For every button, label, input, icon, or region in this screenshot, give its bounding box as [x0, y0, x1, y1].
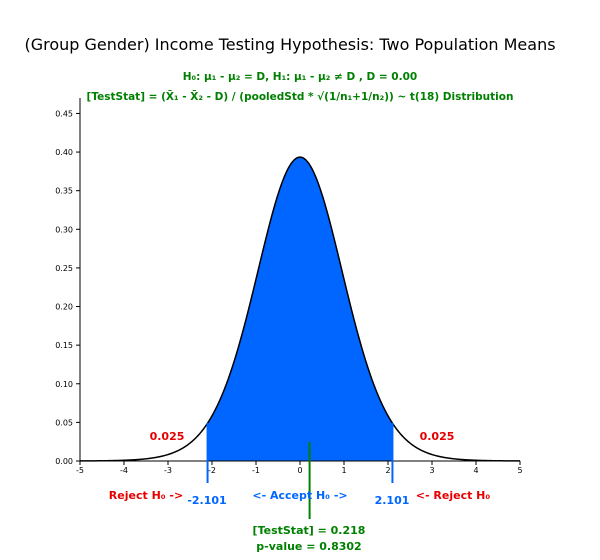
p-value-label: p-value = 0.8302 — [256, 540, 361, 553]
y-tick-label: 0.45 — [55, 109, 73, 118]
x-tick-label: -3 — [164, 466, 172, 475]
left-tail-probability-label: 0.025 — [150, 430, 185, 443]
right-critical-value-label: 2.101 — [375, 494, 410, 507]
chart-title: (Group Gender) Income Testing Hypothesis… — [24, 35, 555, 54]
t-density-curve — [80, 156, 520, 462]
chart-subtitle-hypotheses: H₀: μ₁ - μ₂ = D, H₁: μ₁ - μ₂ ≠ D , D = 0… — [183, 71, 417, 83]
x-tick-label: 1 — [341, 466, 346, 475]
y-tick-label: 0.30 — [55, 225, 73, 234]
x-tick-label: 3 — [429, 466, 434, 475]
left-critical-value-label: -2.101 — [187, 494, 226, 507]
y-tick-label: 0.20 — [55, 303, 73, 312]
reject-right-label: <- Reject H₀ — [416, 489, 491, 502]
x-tick-label: -4 — [120, 466, 128, 475]
y-tick-label: 0.25 — [55, 264, 73, 273]
x-tick-label: 5 — [517, 466, 522, 475]
x-tick-label: 2 — [385, 466, 390, 475]
accept-region-area — [207, 157, 393, 461]
test-statistic-label: [TestStat] = 0.218 — [253, 524, 366, 537]
chart-subtitle-teststat-formula: [TestStat] = (X̄₁ - X̄₂ - D) / (pooledSt… — [87, 90, 514, 103]
plot-area: -5 -4 -3 -2 -1 0 1 2 3 4 5 0.00 0.05 0.10 0.15 0.20 0.25… — [55, 98, 523, 519]
right-tail-probability-label: 0.025 — [420, 430, 455, 443]
x-tick-label: 4 — [473, 466, 478, 475]
y-tick-label: 0.40 — [55, 148, 73, 157]
y-tick-label: 0.00 — [55, 457, 73, 466]
accept-region-label: <- Accept H₀ -> — [252, 489, 347, 502]
reject-left-label: Reject H₀ -> — [109, 489, 183, 502]
x-tick-label: -5 — [76, 466, 84, 475]
y-tick-label: 0.35 — [55, 187, 73, 196]
x-tick-label: -2 — [208, 466, 216, 475]
y-tick-label: 0.15 — [55, 341, 73, 350]
x-tick-label: 0 — [297, 466, 302, 475]
x-tick-label: -1 — [252, 466, 260, 475]
y-tick-label: 0.10 — [55, 380, 73, 389]
y-tick-label: 0.05 — [55, 418, 73, 427]
